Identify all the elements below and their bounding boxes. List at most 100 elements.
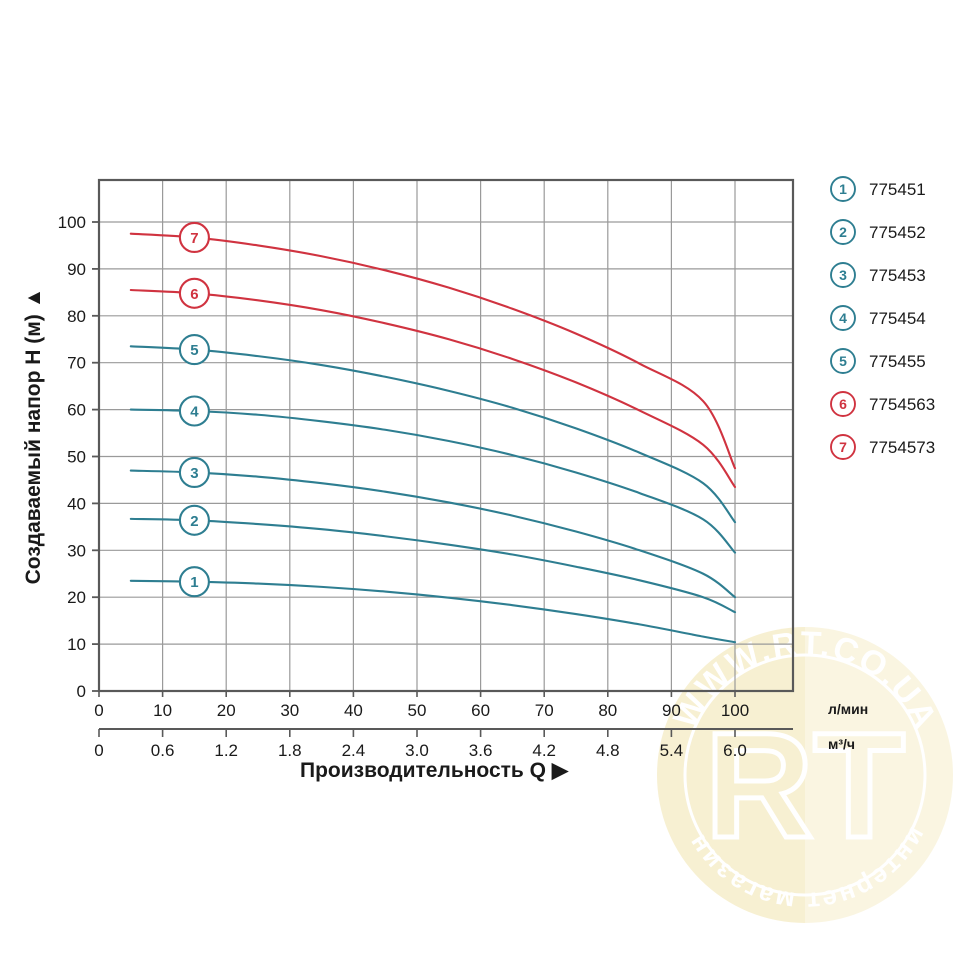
x-axis-secondary: 0 0.6 1.2 1.8 2.4 3.0 3.6 4.2 4.8 5.4 6.0 [94,729,747,760]
x-axis-primary-tick-label: 100 [721,701,749,720]
curve-marker-6: 6 [178,277,210,309]
curve-marker-number: 7 [190,230,198,247]
unit-label-lpm: л/мин [828,701,868,717]
x-axis-secondary-tick-label: 6.0 [723,741,747,760]
legend-item-775454[interactable]: 4 775454 [830,305,926,331]
legend-marker-number: 4 [839,310,847,326]
x-axis-secondary-tick-label: 1.8 [278,741,302,760]
curve-7754563 [129,288,737,489]
legend-item-label: 775454 [869,309,926,328]
legend-marker-number: 1 [839,181,847,197]
curve-775452 [129,517,737,614]
curve-marker-number: 2 [190,513,198,530]
curve-marker-circle [178,334,210,366]
legend-item-label: 775455 [869,352,926,371]
legend-item-775451[interactable]: 1 775451 [830,176,926,202]
y-axis-tick-label: 80 [67,307,86,326]
curve-marker-number: 3 [190,465,198,482]
legend-item-label: 775452 [869,223,926,242]
legend-item-label: 775453 [869,266,926,285]
legend-marker-circle [830,219,856,245]
legend-marker-circle [830,348,856,374]
x-axis-primary-tick-label: 0 [94,701,103,720]
y-axis-tick-label: 100 [58,213,86,232]
curve-marker-number: 4 [190,404,199,421]
curve-775454 [129,408,737,554]
legend-marker-circle [830,305,856,331]
y-axis-tick-label: 40 [67,494,86,513]
y-axis-tick-label: 50 [67,448,86,467]
curve-marker-number: 5 [190,342,198,359]
legend-marker-number: 5 [839,353,847,369]
legend-item-775453[interactable]: 3 775453 [830,262,926,288]
y-axis-tick-label: 20 [67,588,86,607]
curve-marker-circle [178,504,210,536]
x-axis-title: Производительность Q ▶ [300,759,569,782]
y-axis: 0 10 20 30 40 50 60 70 80 90 100 [58,213,99,701]
legend: 1 775451 2 775452 3 775453 4 775454 5 775455 6 7754… [830,176,935,460]
x-axis-secondary-tick-label: 0 [94,741,103,760]
x-axis-secondary-tick-label: 4.8 [596,741,620,760]
x-axis-secondary-tick-label: 3.6 [469,741,493,760]
curve-775453 [129,469,737,599]
legend-item-775455[interactable]: 5 775455 [830,348,926,374]
y-axis-tick-label: 70 [67,354,86,373]
x-axis-primary-tick-label: 30 [280,701,299,720]
curve-marker-5: 5 [178,334,210,366]
x-axis-secondary-tick-label: 5.4 [660,741,684,760]
curve-marker-number: 1 [190,574,198,591]
x-axis-secondary-tick-label: 1.2 [214,741,238,760]
x-axis-secondary-tick-label: 2.4 [342,741,366,760]
legend-item-7754573[interactable]: 7 7754573 [830,434,935,460]
curve-marker-circle [178,395,210,427]
curve-marker-circle [178,456,210,488]
curve-7754573 [129,232,737,470]
legend-marker-number: 6 [839,396,847,412]
legend-marker-number: 7 [839,439,847,455]
legend-marker-number: 3 [839,267,847,283]
legend-marker-circle [830,434,856,460]
x-axis-primary-tick-label: 50 [408,701,427,720]
x-axis-primary-tick-label: 40 [344,701,363,720]
legend-marker-number: 2 [839,224,847,240]
curve-marker-7: 7 [178,221,210,254]
x-axis-secondary-tick-label: 0.6 [151,741,175,760]
curve-marker-2: 2 [178,504,210,536]
curve-marker-group: 1 2 3 4 5 6 7 [178,221,210,598]
plot-frame [97,178,795,693]
curve-775451 [129,579,737,644]
y-axis-tick-label: 10 [67,635,86,654]
legend-item-775452[interactable]: 2 775452 [830,219,926,245]
unit-label-m3h: м³/ч [828,736,855,752]
curve-marker-number: 6 [190,286,198,303]
y-axis-tick-label: 0 [77,682,86,701]
curve-marker-circle [178,221,210,254]
legend-marker-circle [830,391,856,417]
x-axis-primary-tick-label: 20 [217,701,236,720]
legend-item-7754563[interactable]: 6 7754563 [830,391,935,417]
x-axis-primary-tick-label: 70 [535,701,554,720]
curve-group [129,232,737,644]
y-axis-tick-label: 60 [67,401,86,420]
y-axis-title: Создаваемый напор H (м) ▲ [22,288,45,585]
x-axis-primary-tick-label: 60 [471,701,490,720]
x-axis-primary-tick-label: 90 [662,701,681,720]
curve-marker-4: 4 [178,395,210,427]
curve-marker-1: 1 [178,566,210,598]
legend-item-label: 7754573 [869,438,935,457]
curve-marker-circle [178,566,210,598]
legend-item-label: 7754563 [869,395,935,414]
curve-marker-circle [178,277,210,309]
x-axis-secondary-tick-label: 3.0 [405,741,429,760]
x-axis-primary-tick-label: 80 [598,701,617,720]
y-axis-tick-label: 90 [67,260,86,279]
curve-marker-3: 3 [178,456,210,488]
legend-item-label: 775451 [869,180,926,199]
grid-lines [99,180,793,691]
legend-marker-circle [830,262,856,288]
x-axis-secondary-tick-label: 4.2 [532,741,556,760]
x-axis-primary-tick-label: 10 [153,701,172,720]
legend-marker-circle [830,176,856,202]
